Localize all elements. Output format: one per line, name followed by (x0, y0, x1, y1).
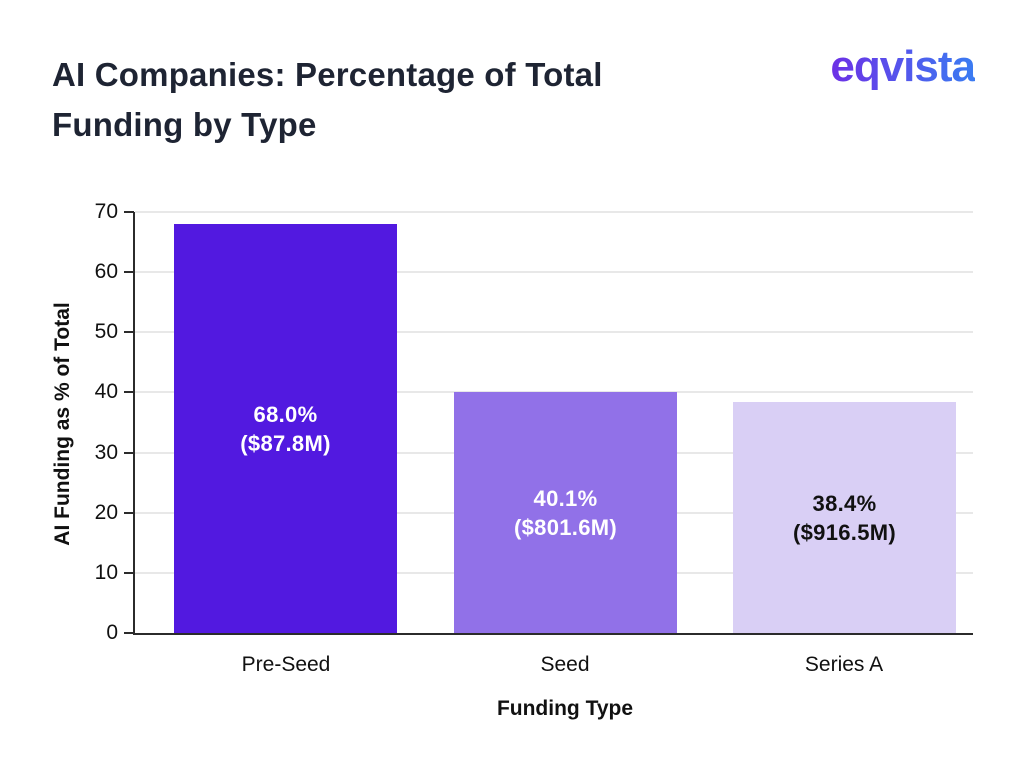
y-tick-mark (124, 331, 134, 333)
page-title-line-2: Funding by Type (52, 106, 317, 143)
y-tick-mark (124, 512, 134, 514)
plot-area: 0 10 20 30 40 50 60 70 68.0% ($87.8M) Pre-Seed 40.1… (95, 200, 973, 676)
page-title: AI Companies: Percentage of Total Fundin… (52, 50, 603, 150)
x-tick-label-series-a: Series A (804, 653, 884, 676)
bar-pre-seed: 68.0% ($87.8M) (174, 224, 397, 633)
y-tick-label: 60 (94, 260, 118, 283)
bar-value-label-line: 40.1% (533, 485, 598, 511)
y-tick-label: 0 (106, 621, 118, 644)
bar-value-label-line: 68.0% (253, 401, 318, 427)
bar-series-a: 38.4% ($916.5M) (733, 402, 956, 633)
bar-value-label-line: ($916.5M) (793, 519, 896, 545)
y-axis-line (133, 212, 135, 633)
y-tick-label: 50 (94, 320, 118, 343)
y-tick-label: 30 (94, 441, 118, 464)
y-axis-title: AI Funding as % of Total (51, 302, 74, 546)
y-tick-mark (124, 391, 134, 393)
y-tick-label: 10 (94, 561, 118, 584)
bar-value-label: 68.0% ($87.8M) (174, 400, 397, 458)
y-tick-label: 20 (94, 501, 118, 524)
y-tick-mark (124, 452, 134, 454)
y-tick-label: 40 (94, 380, 118, 403)
bar-value-label-line: ($801.6M) (514, 514, 617, 540)
y-tick-mark (124, 572, 134, 574)
bar-value-label: 40.1% ($801.6M) (454, 484, 677, 542)
y-tick-mark (124, 211, 134, 213)
brand-logo: eqvista (830, 40, 976, 94)
bar-value-label: 38.4% ($916.5M) (733, 489, 956, 547)
bar-value-label-line: ($87.8M) (240, 430, 331, 456)
bar-seed: 40.1% ($801.6M) (454, 392, 677, 633)
grid-line (135, 331, 973, 333)
x-axis-title: Funding Type (496, 697, 634, 720)
y-tick-mark (124, 271, 134, 273)
y-tick-label: 70 (94, 200, 118, 223)
y-tick-mark (124, 632, 134, 634)
grid-line (135, 271, 973, 273)
grid-line (135, 211, 973, 213)
page-title-line-1: AI Companies: Percentage of Total (52, 56, 603, 93)
x-tick-label-seed: Seed (540, 653, 590, 676)
x-axis-line (133, 633, 973, 635)
bar-value-label-line: 38.4% (812, 490, 877, 516)
x-tick-label-pre-seed: Pre-Seed (241, 653, 331, 676)
